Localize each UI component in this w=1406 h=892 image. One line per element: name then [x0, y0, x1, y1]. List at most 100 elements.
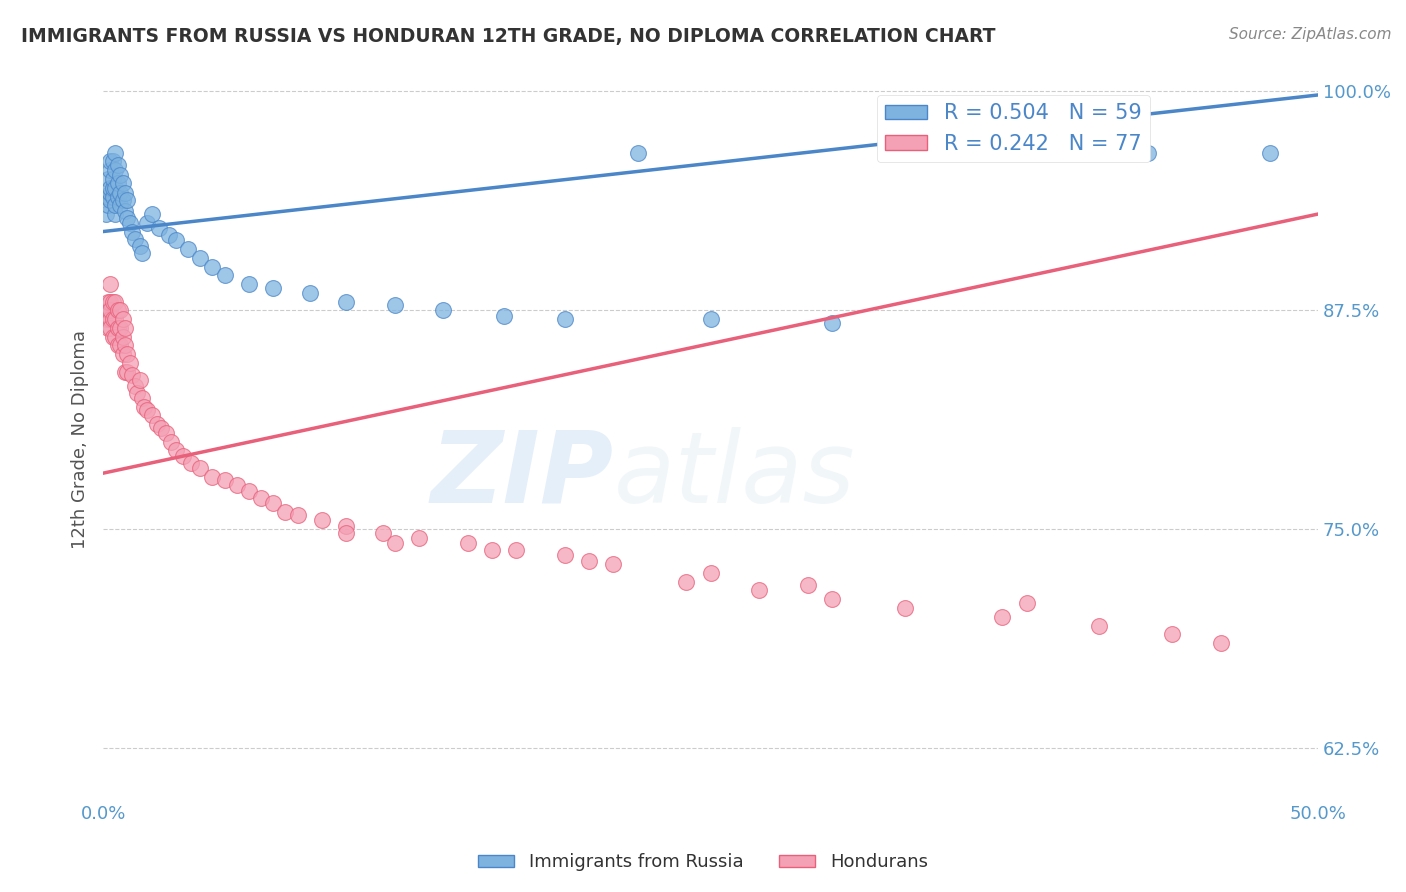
Point	[111, 176, 134, 190]
Point	[131, 391, 153, 405]
Point	[141, 207, 163, 221]
Point	[627, 145, 650, 160]
Point	[201, 260, 224, 274]
Point	[262, 496, 284, 510]
Point	[117, 347, 139, 361]
Point	[97, 198, 120, 212]
Point	[97, 294, 120, 309]
Point	[602, 558, 624, 572]
Point	[100, 193, 122, 207]
Point	[554, 312, 576, 326]
Point	[214, 473, 236, 487]
Point	[188, 251, 211, 265]
Point	[94, 207, 117, 221]
Point	[101, 172, 124, 186]
Point	[128, 373, 150, 387]
Point	[117, 211, 139, 225]
Point	[797, 578, 820, 592]
Point	[100, 321, 122, 335]
Point	[117, 365, 139, 379]
Point	[100, 312, 122, 326]
Text: ZIP: ZIP	[430, 426, 613, 524]
Point	[100, 163, 122, 178]
Point	[94, 312, 117, 326]
Point	[699, 566, 721, 580]
Point	[135, 403, 157, 417]
Point	[311, 513, 333, 527]
Point	[335, 525, 357, 540]
Point	[274, 505, 297, 519]
Point	[108, 186, 131, 200]
Point	[108, 338, 131, 352]
Point	[991, 609, 1014, 624]
Point	[699, 312, 721, 326]
Point	[121, 368, 143, 383]
Point	[100, 303, 122, 318]
Point	[432, 303, 454, 318]
Point	[104, 198, 127, 212]
Point	[128, 238, 150, 252]
Point	[104, 145, 127, 160]
Point	[111, 329, 134, 343]
Point	[111, 193, 134, 207]
Point	[100, 294, 122, 309]
Point	[384, 298, 406, 312]
Point	[104, 163, 127, 178]
Point	[101, 180, 124, 194]
Point	[1088, 618, 1111, 632]
Point	[107, 158, 129, 172]
Point	[141, 409, 163, 423]
Point	[505, 543, 527, 558]
Point	[101, 312, 124, 326]
Point	[100, 154, 122, 169]
Point	[238, 277, 260, 291]
Legend: R = 0.504   N = 59, R = 0.242   N = 77: R = 0.504 N = 59, R = 0.242 N = 77	[877, 95, 1150, 162]
Point	[287, 508, 309, 523]
Point	[127, 385, 149, 400]
Point	[114, 203, 136, 218]
Point	[1209, 636, 1232, 650]
Point	[104, 180, 127, 194]
Point	[118, 216, 141, 230]
Point	[97, 172, 120, 186]
Point	[104, 207, 127, 221]
Point	[172, 449, 194, 463]
Point	[298, 285, 321, 300]
Point	[165, 233, 187, 247]
Point	[1137, 145, 1160, 160]
Point	[97, 303, 120, 318]
Point	[104, 294, 127, 309]
Point	[918, 145, 941, 160]
Point	[114, 321, 136, 335]
Point	[107, 176, 129, 190]
Point	[262, 280, 284, 294]
Point	[101, 154, 124, 169]
Point	[225, 478, 247, 492]
Point	[107, 189, 129, 203]
Point	[100, 180, 122, 194]
Point	[145, 417, 167, 431]
Point	[214, 268, 236, 283]
Point	[188, 461, 211, 475]
Point	[108, 303, 131, 318]
Point	[108, 321, 131, 335]
Point	[114, 186, 136, 200]
Point	[180, 456, 202, 470]
Point	[148, 221, 170, 235]
Point	[111, 312, 134, 326]
Point	[101, 329, 124, 343]
Point	[675, 574, 697, 589]
Point	[107, 321, 129, 335]
Point	[1161, 627, 1184, 641]
Point	[114, 365, 136, 379]
Point	[748, 583, 770, 598]
Point	[335, 294, 357, 309]
Text: atlas: atlas	[613, 426, 855, 524]
Point	[165, 443, 187, 458]
Point	[1258, 145, 1281, 160]
Text: Source: ZipAtlas.com: Source: ZipAtlas.com	[1229, 27, 1392, 42]
Point	[160, 434, 183, 449]
Point	[107, 303, 129, 318]
Point	[157, 227, 180, 242]
Point	[114, 338, 136, 352]
